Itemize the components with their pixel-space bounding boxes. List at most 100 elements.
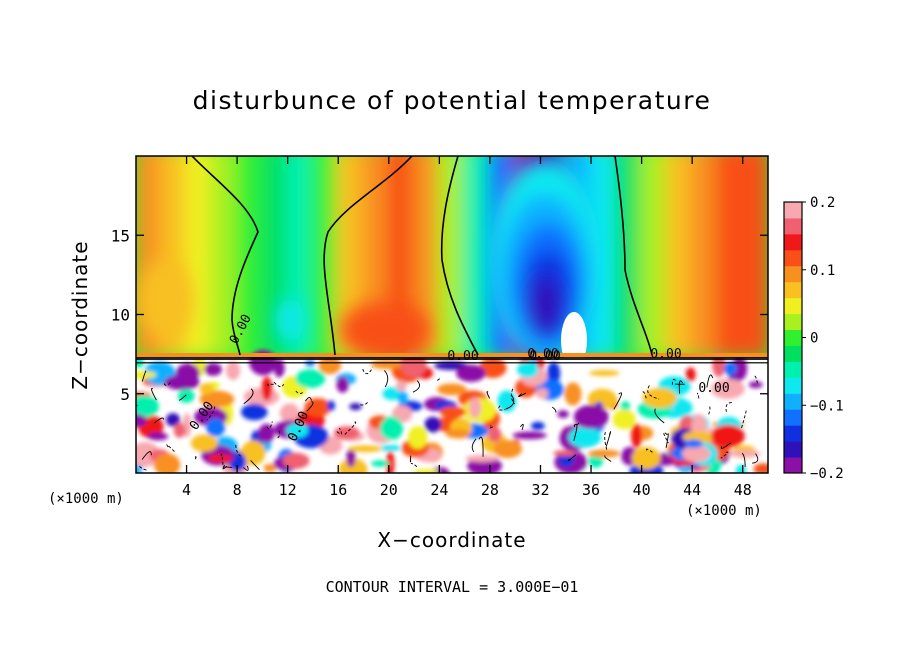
interface-band — [136, 353, 768, 357]
lower-contour — [266, 421, 273, 430]
lower-field-blob — [612, 409, 636, 430]
lower-field-blob — [199, 390, 235, 408]
lower-contour — [360, 401, 369, 406]
lower-field-blob — [397, 390, 408, 405]
x-unit-label-right: (×1000 m) — [686, 503, 762, 519]
lower-field-blob — [678, 465, 693, 473]
lower-field-blob — [282, 452, 310, 469]
lower-contour — [720, 451, 729, 459]
colorbar-swatch — [784, 329, 802, 346]
lower-field-blob — [573, 404, 609, 429]
lower-field-blob — [557, 410, 569, 419]
colorbar-tick-label: 0.1 — [810, 263, 835, 279]
colorbar-swatch — [784, 457, 802, 474]
x-tick-label: 36 — [582, 481, 600, 499]
lower-contour — [505, 394, 515, 410]
lower-field-blob — [439, 406, 466, 418]
lower-field-blob — [456, 364, 486, 382]
lower-contour — [613, 392, 623, 410]
x-tick-label: 20 — [380, 481, 398, 499]
lower-contour — [222, 464, 228, 470]
colorbar-tick-label: −0.2 — [810, 466, 844, 482]
lower-contour — [551, 406, 557, 413]
lower-contour — [220, 453, 224, 466]
lower-contour — [273, 381, 285, 388]
lower-field-blob — [147, 432, 169, 441]
lower-field-blob — [436, 383, 467, 396]
lower-field-blob — [685, 367, 696, 382]
y-axis: 5 10 15 — [111, 226, 768, 404]
lower-field-blob — [165, 413, 181, 427]
lower-field-blob — [382, 387, 403, 401]
y-tick-label: 10 — [111, 306, 130, 325]
lower-field-blob — [304, 398, 332, 417]
lower-contour — [243, 388, 254, 405]
upper-field-column-13 — [462, 156, 492, 358]
lower-contours — [136, 367, 759, 471]
lower-field-blob — [684, 439, 703, 449]
lower-field-blob — [723, 361, 737, 376]
colorbar-swatch — [784, 297, 802, 315]
lower-contour — [720, 442, 732, 449]
lower-contour — [647, 385, 660, 400]
lower-field-blob — [553, 450, 577, 457]
colorbar-swatch — [784, 441, 802, 458]
lower-contour — [141, 370, 147, 382]
x-tick-label: 44 — [683, 481, 701, 499]
x-tick-label: 24 — [430, 481, 448, 499]
lower-field-blob — [642, 387, 677, 409]
lower-field-blob — [370, 359, 404, 370]
lower-field-blob — [568, 427, 602, 448]
lower-contour — [250, 459, 260, 471]
lower-field-blob — [468, 397, 482, 419]
colorbar-swatch — [784, 265, 802, 283]
lower-field-blob — [199, 383, 214, 395]
lower-contour — [305, 396, 312, 402]
lower-field-blob — [512, 431, 547, 440]
y-axis-label: Z−coordinate — [68, 240, 92, 390]
lower-field-blob — [433, 361, 468, 370]
lower-contour — [178, 394, 187, 401]
lower-field-blob — [173, 422, 186, 438]
colorbar-swatch — [784, 202, 802, 219]
lower-field-blob — [346, 448, 356, 468]
lower-contour — [486, 391, 491, 399]
lower-field-blob — [681, 445, 711, 463]
lower-contour — [520, 423, 524, 430]
x-tick-label: 32 — [531, 481, 549, 499]
lower-field-blob — [225, 361, 241, 381]
lower-field-blob — [631, 446, 661, 470]
chart-title: disturbunce of potential temperature — [192, 86, 712, 115]
lower-contour — [642, 391, 647, 399]
lower-field-blob — [413, 469, 440, 473]
x-tick-label: 48 — [734, 481, 752, 499]
lower-field-blob — [587, 388, 617, 410]
lower-field-blob — [371, 460, 390, 467]
lower-contour — [708, 406, 711, 415]
lower-contour — [567, 454, 577, 462]
lower-contour — [478, 436, 484, 457]
lower-field-blob — [336, 376, 349, 393]
colorbar-swatch — [784, 425, 802, 442]
lower-field-blob — [136, 395, 159, 418]
lower-field-blob — [424, 416, 442, 433]
lower-contour — [163, 382, 172, 386]
upper-field-column-3 — [209, 156, 240, 358]
lower-contour — [267, 383, 276, 386]
lower-field-blob — [258, 423, 275, 444]
lower-contour — [471, 438, 477, 453]
lower-contour — [706, 374, 714, 388]
lower-field-blob — [190, 434, 218, 452]
lower-field-blob — [285, 423, 309, 438]
colorbar-swatch — [784, 249, 802, 267]
upper-field-column-21 — [664, 156, 695, 358]
x-axis-label: X−coordinate — [377, 528, 527, 552]
upper-field-column-23 — [715, 156, 745, 358]
lower-field-blob — [177, 389, 195, 403]
lower-field-blob — [588, 370, 620, 377]
lower-contour — [166, 444, 175, 453]
lower-field-blob — [136, 413, 147, 427]
colorbar-swatch — [784, 377, 802, 394]
lower-contour — [573, 422, 580, 427]
